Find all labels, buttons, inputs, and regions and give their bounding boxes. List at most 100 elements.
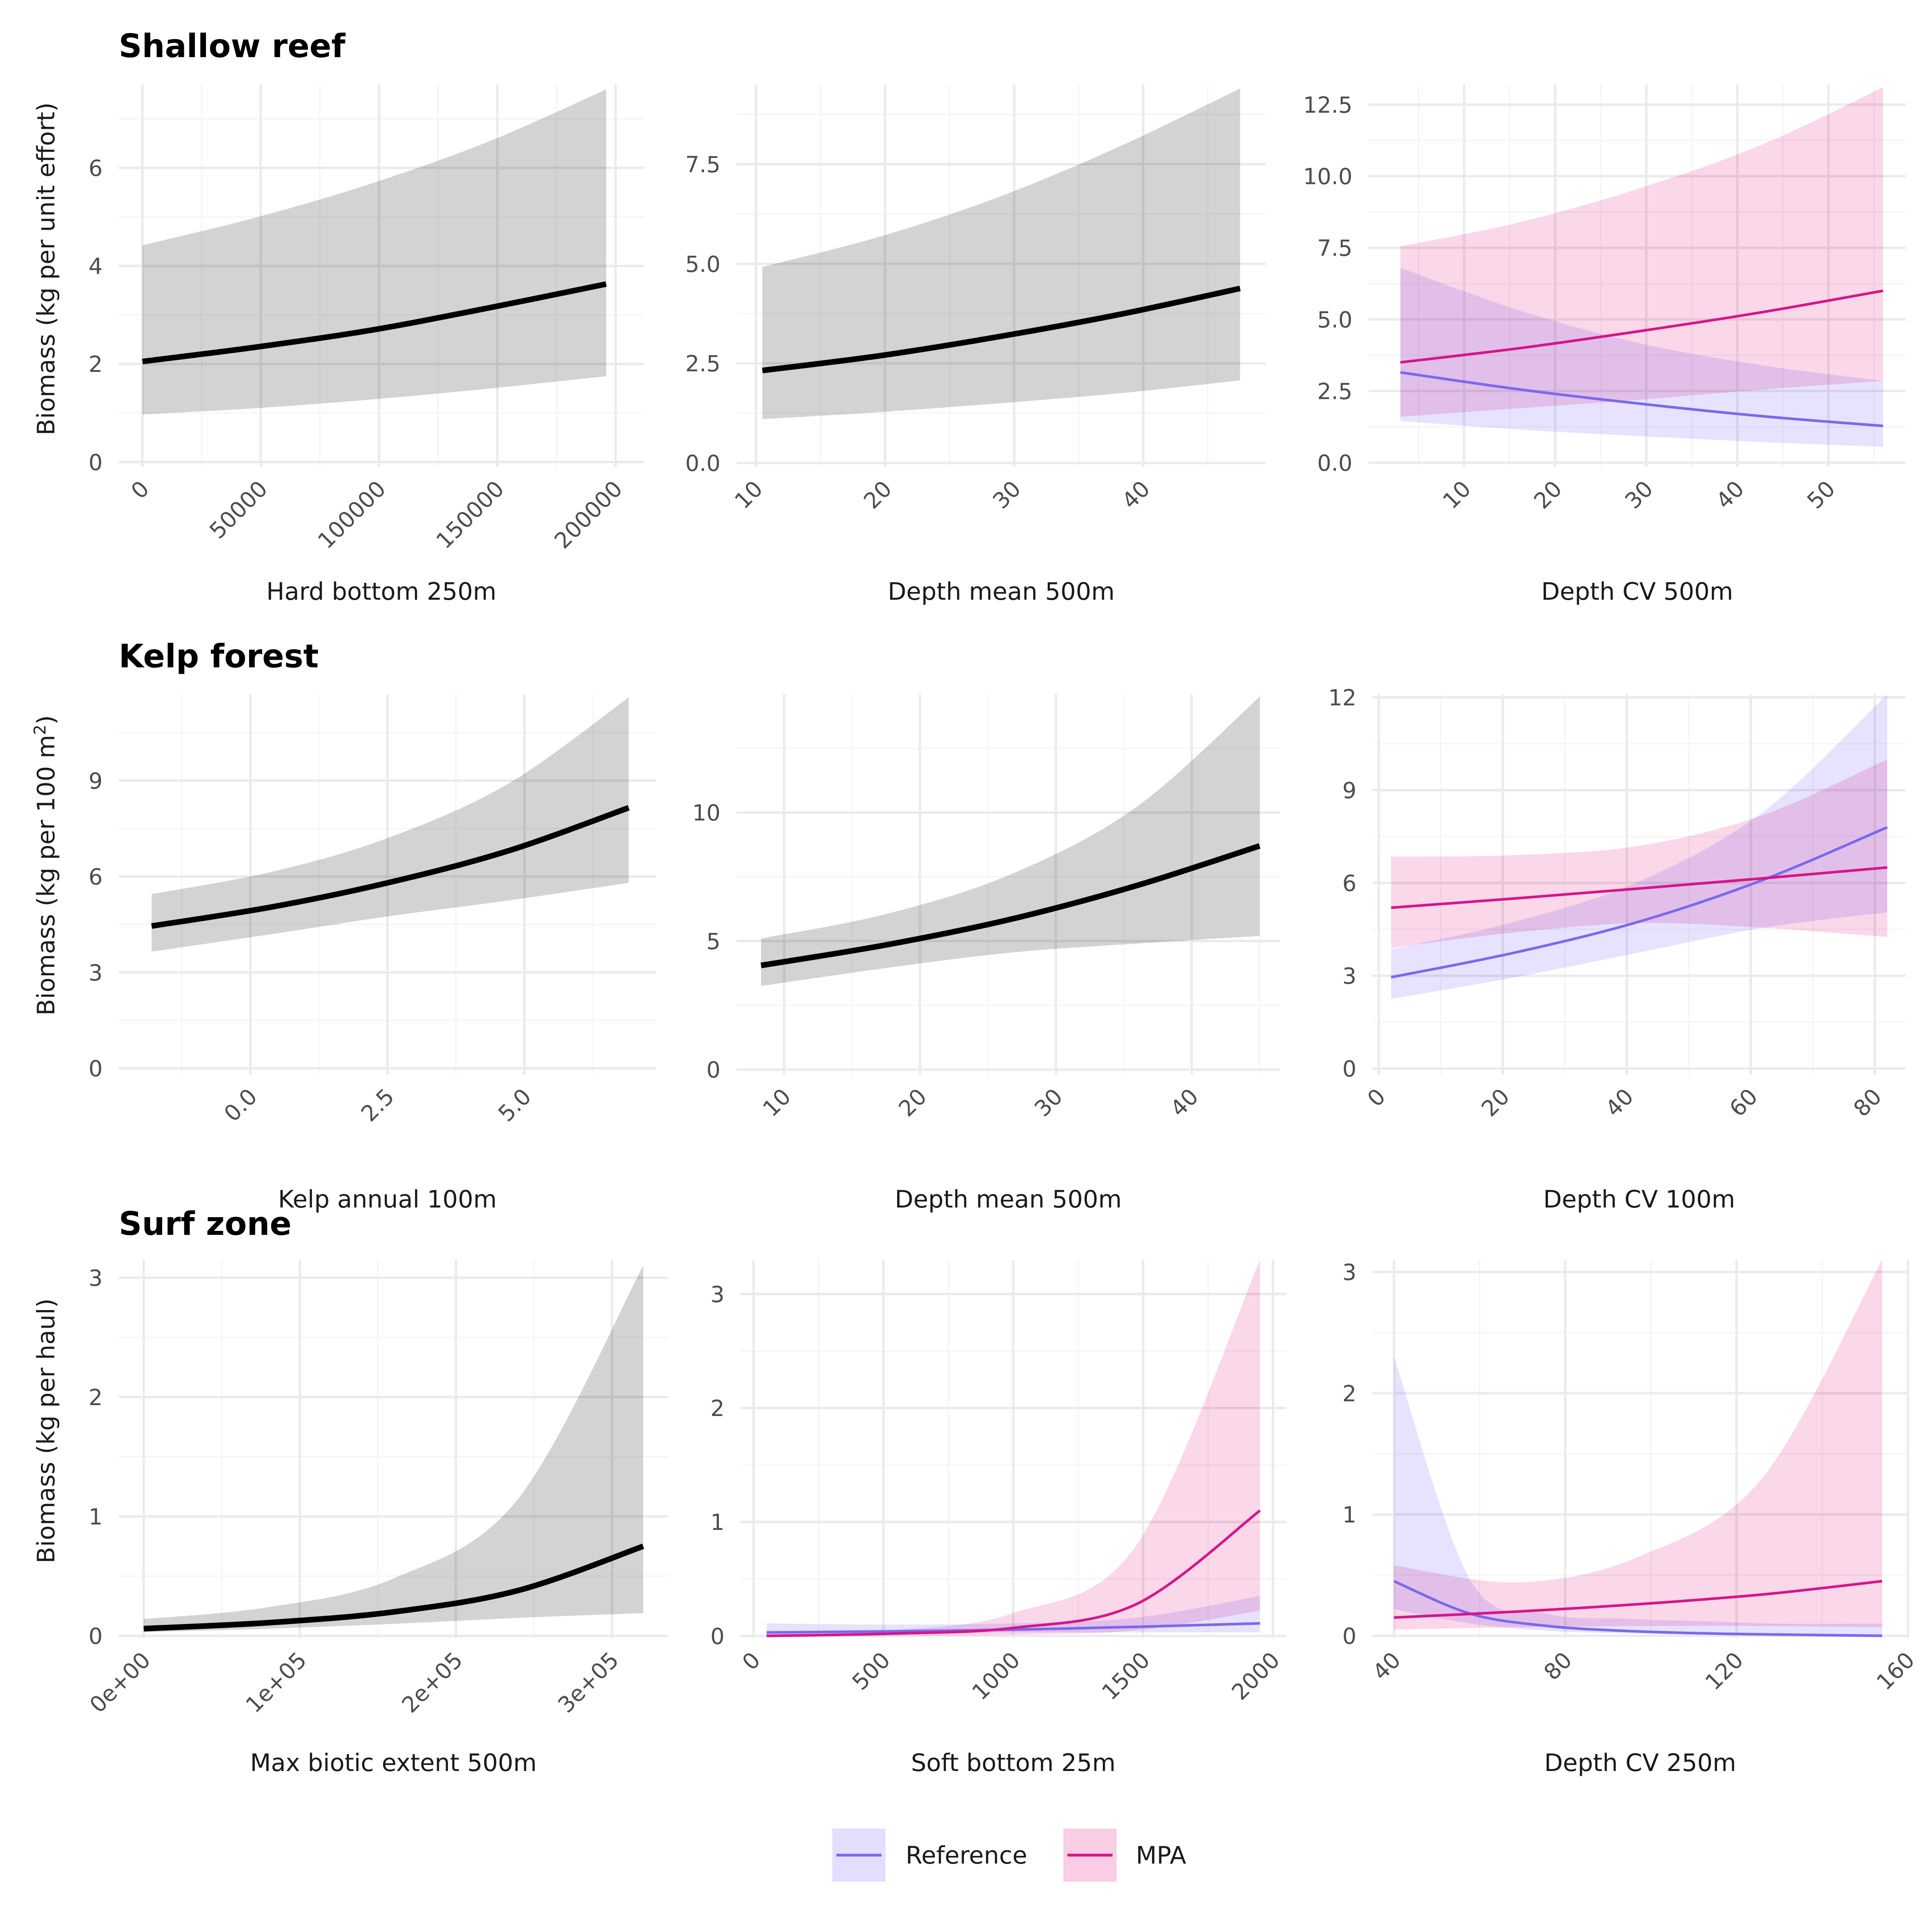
legend-item-reference: Reference bbox=[832, 1829, 1027, 1882]
y-tick-label: 3 bbox=[89, 960, 103, 986]
y-tick-label: 5 bbox=[706, 929, 720, 954]
y-tick-label: 0 bbox=[1342, 1623, 1356, 1649]
y-tick-label: 6 bbox=[89, 864, 103, 890]
y-tick-label: 12.5 bbox=[1303, 92, 1352, 118]
row-title-kelp-forest: Kelp forest bbox=[119, 638, 319, 675]
x-tick-label: 20 bbox=[859, 476, 897, 514]
y-tick-label: 9 bbox=[89, 768, 103, 794]
y-tick-label: 6 bbox=[1342, 871, 1356, 896]
y-tick-label: 2 bbox=[710, 1395, 724, 1421]
y-tick-label: 0 bbox=[710, 1623, 724, 1649]
x-tick-label: 2e+05 bbox=[397, 1647, 468, 1718]
y-tick-label: 5.0 bbox=[685, 251, 720, 277]
x-tick-label: 80 bbox=[1539, 1647, 1577, 1685]
x-tick-label: 30 bbox=[1620, 476, 1658, 514]
y-tick-label: 7.5 bbox=[685, 152, 720, 178]
y-tick-label: 4 bbox=[89, 254, 103, 279]
x-tick-label: 40 bbox=[1165, 1084, 1203, 1122]
y-tick-label: 2 bbox=[1342, 1381, 1356, 1406]
line-reference bbox=[1400, 371, 1883, 427]
x-tick-label: 20 bbox=[1476, 1084, 1515, 1122]
y-tick-label: 0 bbox=[89, 450, 103, 475]
y-tick-label: 0 bbox=[1342, 1056, 1356, 1082]
y-tick-label: 2 bbox=[89, 351, 103, 377]
x-tick-label: 30 bbox=[988, 476, 1026, 514]
y-tick-label: 0 bbox=[706, 1057, 720, 1083]
x-tick-label: 500 bbox=[847, 1647, 895, 1695]
y-tick-label: 2 bbox=[89, 1385, 103, 1410]
x-tick-label: 3e+05 bbox=[553, 1647, 624, 1718]
x-axis-label-depth-mean-500m: Depth mean 500m bbox=[888, 578, 1115, 606]
ribbon-mpa bbox=[1391, 759, 1887, 948]
y-tick-label: 2.5 bbox=[685, 351, 720, 377]
x-axis-label-max-biotic-extent-500m: Max biotic extent 500m bbox=[250, 1749, 537, 1777]
panel-3: 0.0 2.5 5.0 7.5 10.0 12.5 10 20 30 40 50 Depth CV 5… bbox=[1303, 85, 1906, 606]
y-tick-label: 2.5 bbox=[1317, 378, 1352, 404]
x-axis-label-kelp-annual-100m: Kelp annual 100m bbox=[278, 1185, 497, 1214]
ribbon-overall bbox=[761, 697, 1260, 986]
legend-item-mpa: MPA bbox=[1063, 1829, 1186, 1882]
ribbon-overall bbox=[151, 697, 629, 952]
line-mpa bbox=[1400, 289, 1883, 364]
ylabel-kelp-forest: Biomass (kg per 100 m2) bbox=[31, 715, 60, 1016]
y-tick-label: 3 bbox=[1342, 1259, 1356, 1285]
y-tick-label: 10 bbox=[692, 800, 720, 826]
x-tick-label: 50 bbox=[1802, 476, 1840, 514]
y-tick-label: 5.0 bbox=[1317, 307, 1352, 333]
x-tick-label: 50000 bbox=[204, 476, 272, 544]
line-overall bbox=[762, 285, 1241, 374]
x-axis-label-depth-cv-250m: Depth CV 250m bbox=[1544, 1749, 1736, 1777]
ribbon-overall bbox=[142, 89, 606, 415]
ribbon-mpa bbox=[766, 1260, 1260, 1636]
ribbon-overall bbox=[762, 88, 1240, 419]
x-tick-label: 0 bbox=[1362, 1084, 1391, 1112]
line-overall bbox=[142, 281, 607, 365]
x-tick-label: 1e+05 bbox=[241, 1647, 312, 1718]
y-tick-label: 6 bbox=[89, 155, 103, 181]
panel-2: 0.0 2.5 5.0 7.5 10 20 30 40 Depth mean 500m bbox=[685, 85, 1266, 606]
x-axis-label-depth-cv-500m: Depth CV 500m bbox=[1541, 578, 1733, 606]
x-tick-label: 0.0 bbox=[219, 1084, 262, 1127]
y-tick-label: 9 bbox=[1342, 778, 1356, 803]
y-tick-label: 0.0 bbox=[1317, 450, 1352, 476]
y-tick-label: 1 bbox=[1342, 1502, 1356, 1528]
x-tick-label: 40 bbox=[1711, 476, 1749, 514]
ylabel-kelp-forest-sup: 2 bbox=[31, 724, 50, 735]
legend-label-reference: Reference bbox=[906, 1841, 1027, 1870]
legend-label-mpa: MPA bbox=[1136, 1841, 1186, 1870]
x-tick-label: 150000 bbox=[431, 476, 509, 554]
y-tick-label: 7.5 bbox=[1317, 235, 1352, 261]
ylabel-shallow-reef: Biomass (kg per unit effort) bbox=[32, 102, 60, 435]
ylabel-kelp-forest-end: ) bbox=[32, 715, 60, 724]
y-tick-label: 0 bbox=[89, 1623, 103, 1649]
panel-5: 0 5 10 10 20 30 40 Depth mean 500m bbox=[692, 694, 1280, 1214]
x-tick-label: 200000 bbox=[549, 476, 627, 554]
y-tick-label: 12 bbox=[1328, 685, 1356, 711]
ylabel-kelp-forest-main: Biomass (kg per 100 m bbox=[32, 735, 60, 1016]
line-mpa bbox=[1394, 1580, 1882, 1619]
x-axis-label-hard-bottom-250m: Hard bottom 250m bbox=[266, 578, 497, 606]
row-title-shallow-reef: Shallow reef bbox=[119, 27, 346, 65]
x-tick-label: 160 bbox=[1872, 1647, 1920, 1695]
y-tick-label: 10.0 bbox=[1303, 164, 1352, 190]
x-tick-label: 80 bbox=[1848, 1084, 1887, 1122]
ribbon-mpa bbox=[1394, 1260, 1882, 1630]
legend: Reference MPA bbox=[832, 1829, 1186, 1882]
ribbon-mpa bbox=[1400, 87, 1883, 417]
x-tick-label: 40 bbox=[1600, 1084, 1639, 1122]
x-tick-label: 0 bbox=[737, 1647, 765, 1675]
panel-4-grid bbox=[119, 694, 656, 1075]
y-tick-label: 0 bbox=[89, 1056, 103, 1082]
y-tick-label: 3 bbox=[89, 1265, 103, 1291]
x-tick-label: 1500 bbox=[1097, 1647, 1155, 1705]
x-tick-label: 10 bbox=[758, 1084, 796, 1122]
x-tick-label: 10 bbox=[730, 476, 768, 514]
line-overall bbox=[143, 1544, 644, 1632]
panel-8: 0 1 2 3 0 500 1000 1500 2000 Soft bottom 25m bbox=[710, 1260, 1286, 1777]
ylabel-surf-zone: Biomass (kg per haul) bbox=[32, 1298, 60, 1563]
x-tick-label: 0e+00 bbox=[85, 1647, 155, 1718]
x-axis-label-soft-bottom-25m: Soft bottom 25m bbox=[911, 1749, 1115, 1777]
y-tick-label: 3 bbox=[710, 1282, 724, 1307]
